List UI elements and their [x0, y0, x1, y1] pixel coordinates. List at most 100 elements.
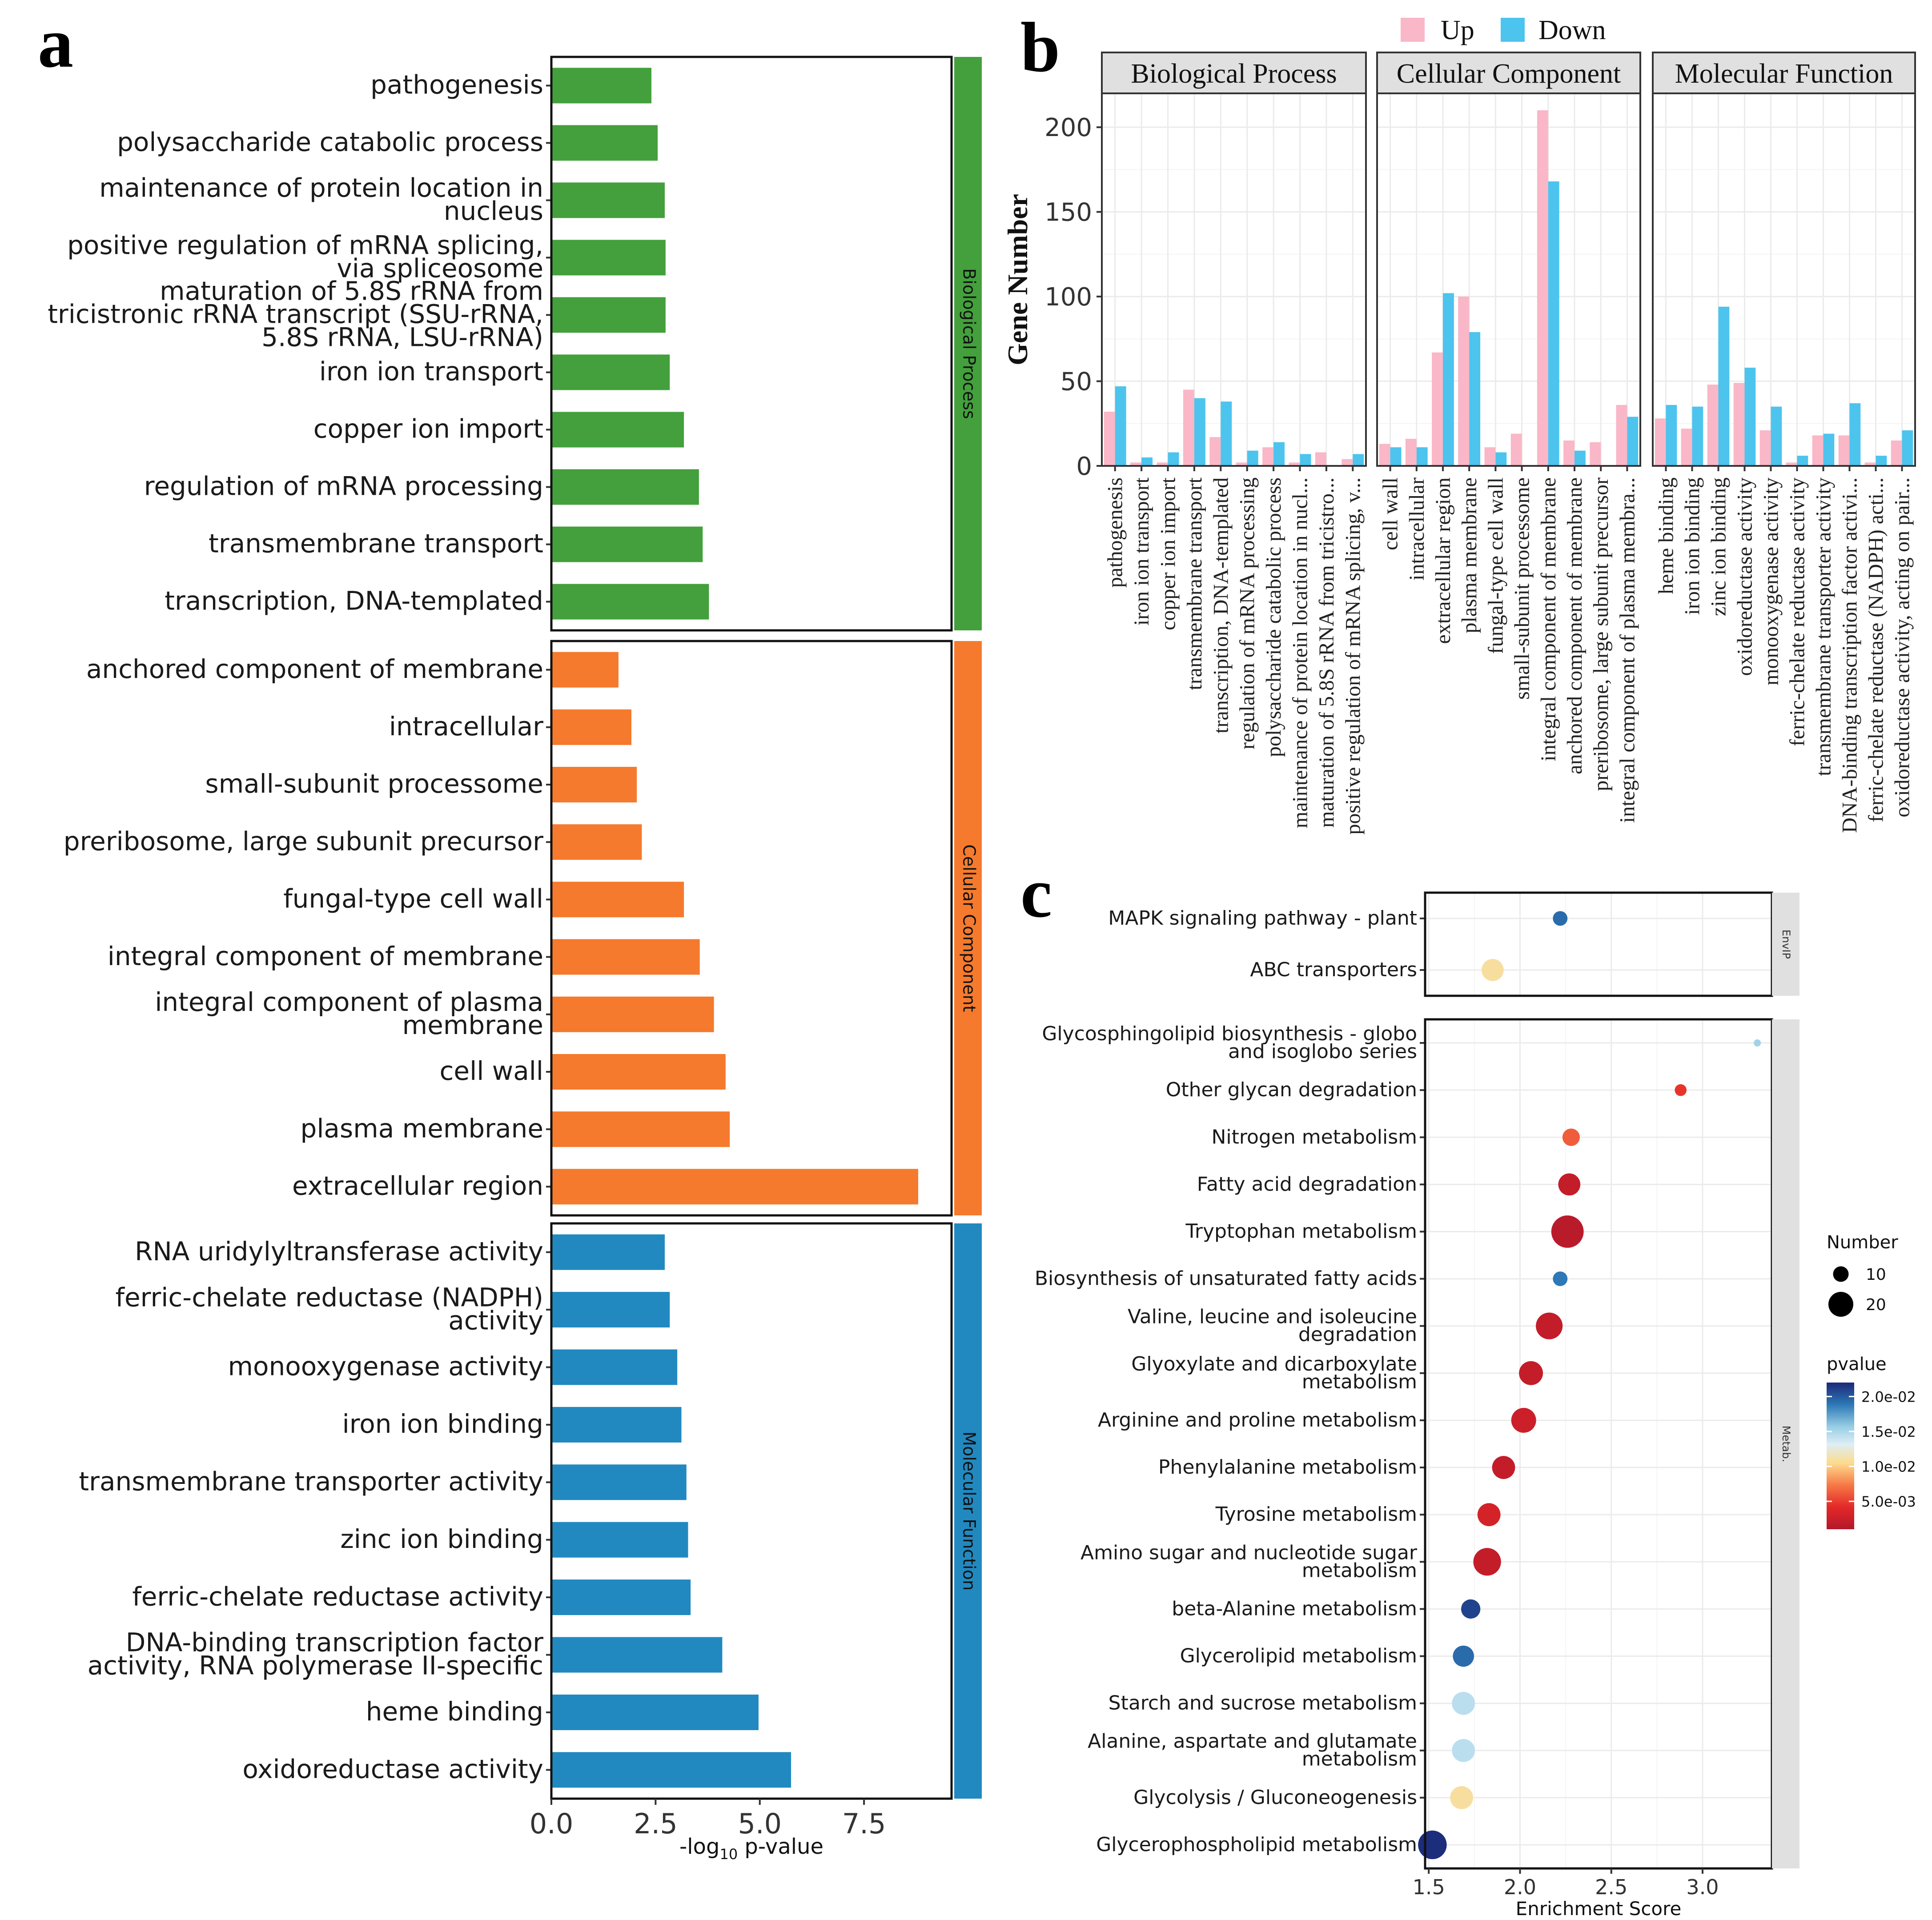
x-tick-label-0: 1.5	[1413, 1875, 1445, 1899]
x-tick-label-cellular-component-7: anchored component of membrane	[1563, 477, 1587, 774]
bar-molecular-function-6	[551, 1579, 691, 1615]
pathway-label-metab-16: Glycolysis / Gluconeogenesis	[1133, 1786, 1417, 1809]
bar-label-cellular-component-4: fungal-type cell wall	[283, 884, 543, 914]
pathway-label-metab-14: Starch and sucrose metabolism	[1109, 1692, 1417, 1715]
kegg-enrichment-bubble-chart: MAPK signaling pathway - plant ABC transp…	[1035, 891, 1916, 1920]
bar-up-cellular-component-7	[1563, 440, 1575, 466]
panel-label-a: a	[38, 3, 73, 82]
pathway-label-envip-1: ABC transporters	[1250, 958, 1417, 981]
bar-molecular-function-9	[551, 1752, 791, 1788]
size-legend-dot-1	[1828, 1292, 1853, 1317]
bar-down-cellular-component-1	[1416, 447, 1428, 466]
bar-label-molecular-function-8: heme binding	[366, 1696, 543, 1727]
bar-biological-process-6	[551, 412, 684, 448]
x-tick-label-cellular-component-3: plasma membrane	[1458, 477, 1481, 633]
bar-up-biological-process-5	[1236, 462, 1247, 466]
bar-label-cellular-component-7: cell wall	[440, 1056, 543, 1086]
facet-strip-cellular-component	[954, 641, 982, 1215]
y-tick-label-1: 50	[1060, 368, 1092, 397]
legend-label-down: Down	[1538, 15, 1606, 45]
y-tick-label-3: 150	[1044, 198, 1092, 227]
bar-down-molecular-function-3	[1744, 368, 1756, 466]
color-legend-label-3: 5.0e-03	[1861, 1493, 1916, 1510]
facet-strip-envip	[1772, 893, 1799, 996]
x-tick-label-molecular-function-1: iron ion binding	[1681, 477, 1704, 615]
bar-down-cellular-component-7	[1575, 450, 1586, 466]
bubble-metab-2	[1562, 1128, 1580, 1146]
bar-up-biological-process-0	[1104, 412, 1115, 466]
bar-down-biological-process-0	[1115, 386, 1126, 466]
bar-down-biological-process-2	[1168, 452, 1179, 466]
facet-strip-cellular-component	[1376, 52, 1641, 94]
pathway-label-envip-0: MAPK signaling pathway - plant	[1108, 907, 1417, 930]
y-axis-title: Gene Number	[1002, 194, 1033, 365]
x-tick-label-molecular-function-6: transmembrane transporter activity	[1812, 477, 1836, 776]
bar-label-biological-process-4: maturation of 5.8S rRNA from tricistronic…	[48, 276, 543, 353]
x-tick-label-molecular-function-7: DNA-binding transcription factor activi.…	[1838, 477, 1862, 833]
bar-label-molecular-function-4: transmembrane transporter activity	[79, 1467, 543, 1497]
bar-label-molecular-function-1: ferric-chelate reductase (NADPH) activity	[116, 1282, 543, 1335]
bar-up-molecular-function-4	[1759, 430, 1771, 466]
bar-up-cellular-component-6	[1537, 110, 1548, 466]
bar-down-biological-process-7	[1300, 454, 1311, 466]
bar-biological-process-1	[551, 125, 658, 161]
bar-down-cellular-component-9	[1627, 417, 1639, 466]
bar-up-molecular-function-6	[1812, 435, 1824, 466]
bar-up-biological-process-6	[1262, 447, 1274, 466]
bar-label-biological-process-7: regulation of mRNA processing	[144, 471, 543, 501]
bubble-metab-9	[1492, 1456, 1515, 1479]
bar-label-biological-process-1: polysaccharide catabolic process	[117, 127, 543, 157]
bar-down-biological-process-5	[1247, 450, 1258, 466]
bar-label-biological-process-9: transcription, DNA-templated	[165, 586, 543, 616]
bar-down-cellular-component-3	[1469, 332, 1481, 466]
panel-label-c: c	[1020, 853, 1052, 932]
x-tick-label-1: 2.5	[634, 1808, 678, 1840]
bar-down-molecular-function-5	[1797, 456, 1808, 466]
size-legend-title: Number	[1827, 1232, 1898, 1253]
x-tick-label-molecular-function-4: monooxygenase activity	[1759, 477, 1783, 685]
x-tick-label-biological-process-4: transcription, DNA-templated	[1209, 477, 1233, 734]
bar-label-biological-process-3: positive regulation of mRNA splicing, via…	[67, 230, 543, 284]
pathway-label-metab-7: Glyoxylate and dicarboxylate metabolism	[1131, 1353, 1417, 1393]
facet-strip-molecular-function	[1652, 52, 1916, 94]
y-tick-label-4: 200	[1044, 113, 1092, 142]
bar-down-molecular-function-4	[1771, 406, 1782, 466]
panel-frame-cellular-component	[550, 640, 953, 1217]
bar-up-cellular-component-3	[1458, 297, 1470, 466]
bar-up-cellular-component-2	[1432, 352, 1443, 466]
bar-down-biological-process-4	[1221, 401, 1232, 466]
bar-down-biological-process-9	[1353, 454, 1364, 466]
x-tick-label-cellular-component-1: intracellular	[1405, 477, 1429, 581]
facet-label-molecular-function: Molecular Function	[960, 1431, 979, 1591]
facet-strip-metab	[1772, 1019, 1799, 1868]
bar-down-molecular-function-9	[1902, 430, 1913, 466]
bar-label-biological-process-0: pathogenesis	[370, 70, 543, 100]
bar-label-cellular-component-6: integral component of plasma membrane	[155, 987, 543, 1040]
x-tick-label-molecular-function-0: heme binding	[1655, 477, 1678, 594]
x-tick-label-molecular-function-8: ferric-chelate reductase (NADPH) acti...	[1864, 477, 1888, 822]
bar-down-cellular-component-2	[1443, 293, 1454, 466]
bar-up-molecular-function-1	[1681, 429, 1692, 466]
bar-down-cellular-component-4	[1495, 452, 1507, 466]
facet-strip-biological-process	[1101, 52, 1367, 94]
bar-up-cellular-component-5	[1510, 433, 1522, 466]
x-tick-label-2: 5.0	[738, 1808, 782, 1840]
legend-label-up: Up	[1441, 15, 1474, 45]
bubble-metab-12	[1461, 1599, 1481, 1619]
color-legend-label-0: 2.0e-02	[1861, 1388, 1916, 1405]
bubble-metab-1	[1675, 1084, 1687, 1096]
facet-label-envip: EnvIP	[1780, 930, 1792, 959]
bar-up-biological-process-1	[1130, 462, 1142, 466]
bar-label-cellular-component-9: extracellular region	[292, 1171, 543, 1201]
bar-label-cellular-component-2: small-subunit processome	[205, 769, 543, 799]
bar-label-molecular-function-3: iron ion binding	[342, 1409, 543, 1439]
x-tick-label-cellular-component-0: cell wall	[1379, 477, 1402, 550]
bar-up-biological-process-2	[1157, 462, 1168, 466]
bubble-metab-10	[1477, 1503, 1501, 1527]
y-tick-label-2: 100	[1044, 283, 1092, 312]
x-tick-label-biological-process-6: polysaccharide catabolic process	[1262, 477, 1285, 757]
pathway-label-metab-17: Glycerophospholipid metabolism	[1096, 1833, 1417, 1856]
bar-cellular-component-1	[551, 709, 631, 745]
bar-up-cellular-component-4	[1484, 447, 1496, 466]
x-axis-title: -log10 p-value	[679, 1834, 823, 1863]
